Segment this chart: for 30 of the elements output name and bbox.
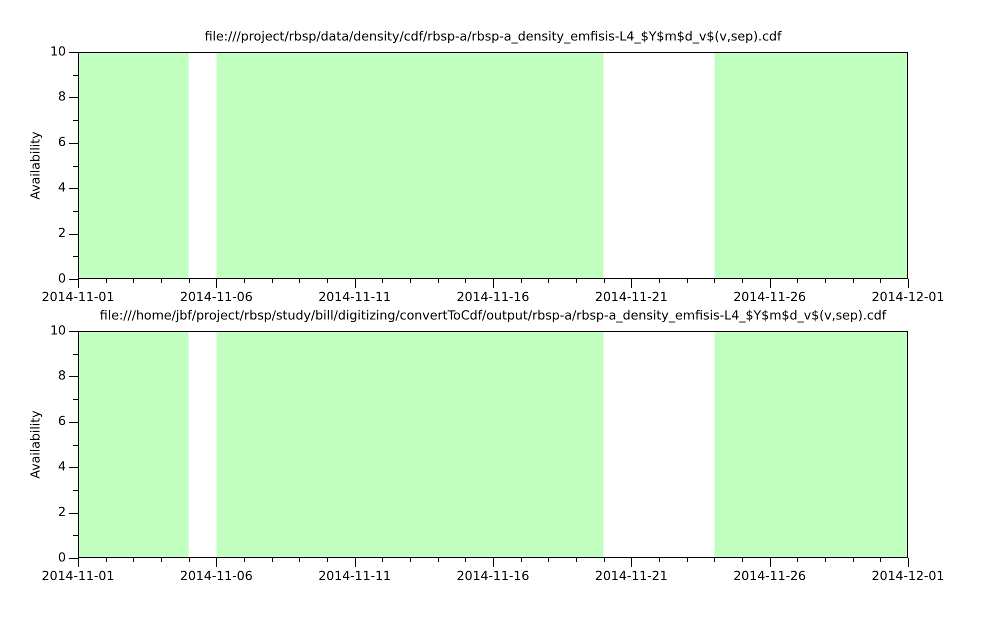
chart-title: file:///project/rbsp/data/density/cdf/rbsp-a/rbsp-a_density_emfisis-L4_$Y$m$d_v$(v,sep).cdf: [204, 28, 782, 44]
x-tick-label: 2014-11-01: [42, 288, 114, 304]
y-axis-title: Availability: [27, 410, 42, 479]
x-tick-label: 2014-11-11: [318, 568, 391, 583]
x-tick-label: 2014-11-21: [595, 288, 668, 304]
x-tick-label: 2014-11-26: [733, 288, 806, 304]
x-tick-label: 2014-11-01: [42, 568, 114, 583]
x-tick-label: 2014-12-01: [872, 288, 944, 304]
x-tick-label: 2014-11-06: [180, 288, 253, 304]
y-tick-label: 0: [58, 549, 66, 564]
y-tick-label: 4: [58, 179, 66, 194]
x-tick-label: 2014-11-26: [733, 568, 806, 583]
x-tick-label: 2014-11-16: [456, 568, 530, 583]
y-tick-label: 6: [58, 134, 66, 150]
y-tick-label: 4: [58, 458, 66, 474]
x-tick-label: 2014-12-01: [872, 568, 944, 583]
y-tick-label: 8: [58, 88, 66, 104]
y-tick-label: 10: [50, 322, 66, 338]
y-axis-title: Availability: [27, 130, 42, 200]
y-tick-label: 6: [58, 413, 66, 428]
x-tick-label: 2014-11-11: [318, 288, 391, 304]
x-tick-label: 2014-11-06: [180, 568, 253, 583]
y-tick-label: 10: [50, 43, 66, 58]
x-tick-label: 2014-11-16: [456, 288, 530, 304]
chart-title: file:///home/jbf/project/rbsp/study/bill/digitizing/convertToCdf/output/rbsp-a/rbsp-a_density_emfisis-L4_$Y$m$d_v$(v,sep).cdf: [100, 307, 887, 322]
y-tick-label: 0: [58, 270, 66, 286]
y-tick-label: 8: [58, 368, 66, 383]
x-tick-label: 2014-11-21: [595, 568, 668, 583]
y-tick-label: 2: [58, 504, 66, 519]
y-tick-label: 2: [58, 224, 66, 240]
